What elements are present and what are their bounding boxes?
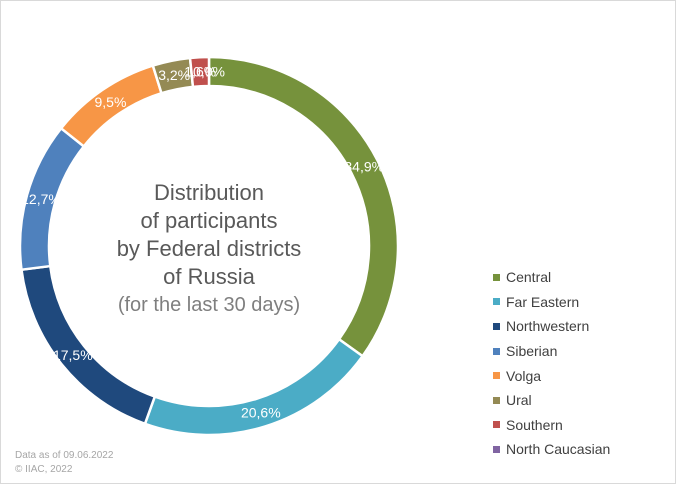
legend-swatch-north-caucasian <box>493 445 500 453</box>
legend-item-northwestern: Northwestern <box>493 314 610 339</box>
data-label-central: 34,9% <box>344 158 384 174</box>
data-label-ural: 3,2% <box>158 67 190 83</box>
legend-item-far-eastern: Far Eastern <box>493 290 610 315</box>
data-date-note: Data as of 09.06.2022 <box>15 450 114 461</box>
legend-swatch-northwestern <box>493 322 500 330</box>
legend-item-siberian: Siberian <box>493 339 610 364</box>
legend-label-far-eastern: Far Eastern <box>506 293 580 310</box>
footer: Data as of 09.06.2022 © IIAC, 2022 <box>15 449 113 477</box>
legend-label-north-caucasian: North Caucasian <box>506 441 611 458</box>
legend-swatch-southern <box>493 421 500 429</box>
legend-item-central: Central <box>493 265 610 290</box>
chart-title: Distribution of participants by Federal … <box>89 179 329 319</box>
legend-label-volga: Volga <box>506 367 542 384</box>
chart-legend: Central Far Eastern Northwestern Siberian Vo… <box>493 265 610 462</box>
legend-item-ural: Ural <box>493 388 610 413</box>
data-label-far-eastern: 20,6% <box>241 405 281 421</box>
slice-southern <box>188 55 211 89</box>
legend-item-north-caucasian: North Caucasian <box>493 437 610 462</box>
legend-item-volga: Volga <box>493 363 610 388</box>
chart-title-line-4: of Russia <box>163 264 255 289</box>
slice-far-eastern <box>143 337 365 437</box>
legend-swatch-ural <box>493 396 500 404</box>
data-label-volga: 9,5% <box>95 94 127 110</box>
legend-label-southern: Southern <box>506 416 563 433</box>
legend-label-ural: Ural <box>506 392 532 409</box>
chart-title-line-2: of participants <box>140 208 278 233</box>
data-label-northwestern: 17,5% <box>53 347 93 363</box>
legend-item-southern: Southern <box>493 413 610 438</box>
legend-swatch-siberian <box>493 347 500 355</box>
legend-swatch-central <box>493 273 500 281</box>
legend-swatch-far-eastern <box>493 298 500 306</box>
legend-label-siberian: Siberian <box>506 343 558 360</box>
legend-swatch-volga <box>493 372 500 380</box>
data-label-siberian: 12,7% <box>21 191 61 207</box>
copyright-note: © IIAC, 2022 <box>15 464 73 475</box>
chart-subtitle: (for the last 30 days) <box>117 294 301 316</box>
legend-label-central: Central <box>506 269 552 286</box>
legend-label-northwestern: Northwestern <box>506 318 590 335</box>
data-label-north-caucasian: 0,0% <box>193 64 225 80</box>
data-label-southern: 1,6% <box>184 64 216 80</box>
chart-title-line-3: by Federal districts <box>116 236 302 261</box>
chart-title-line-1: Distribution <box>153 180 265 205</box>
